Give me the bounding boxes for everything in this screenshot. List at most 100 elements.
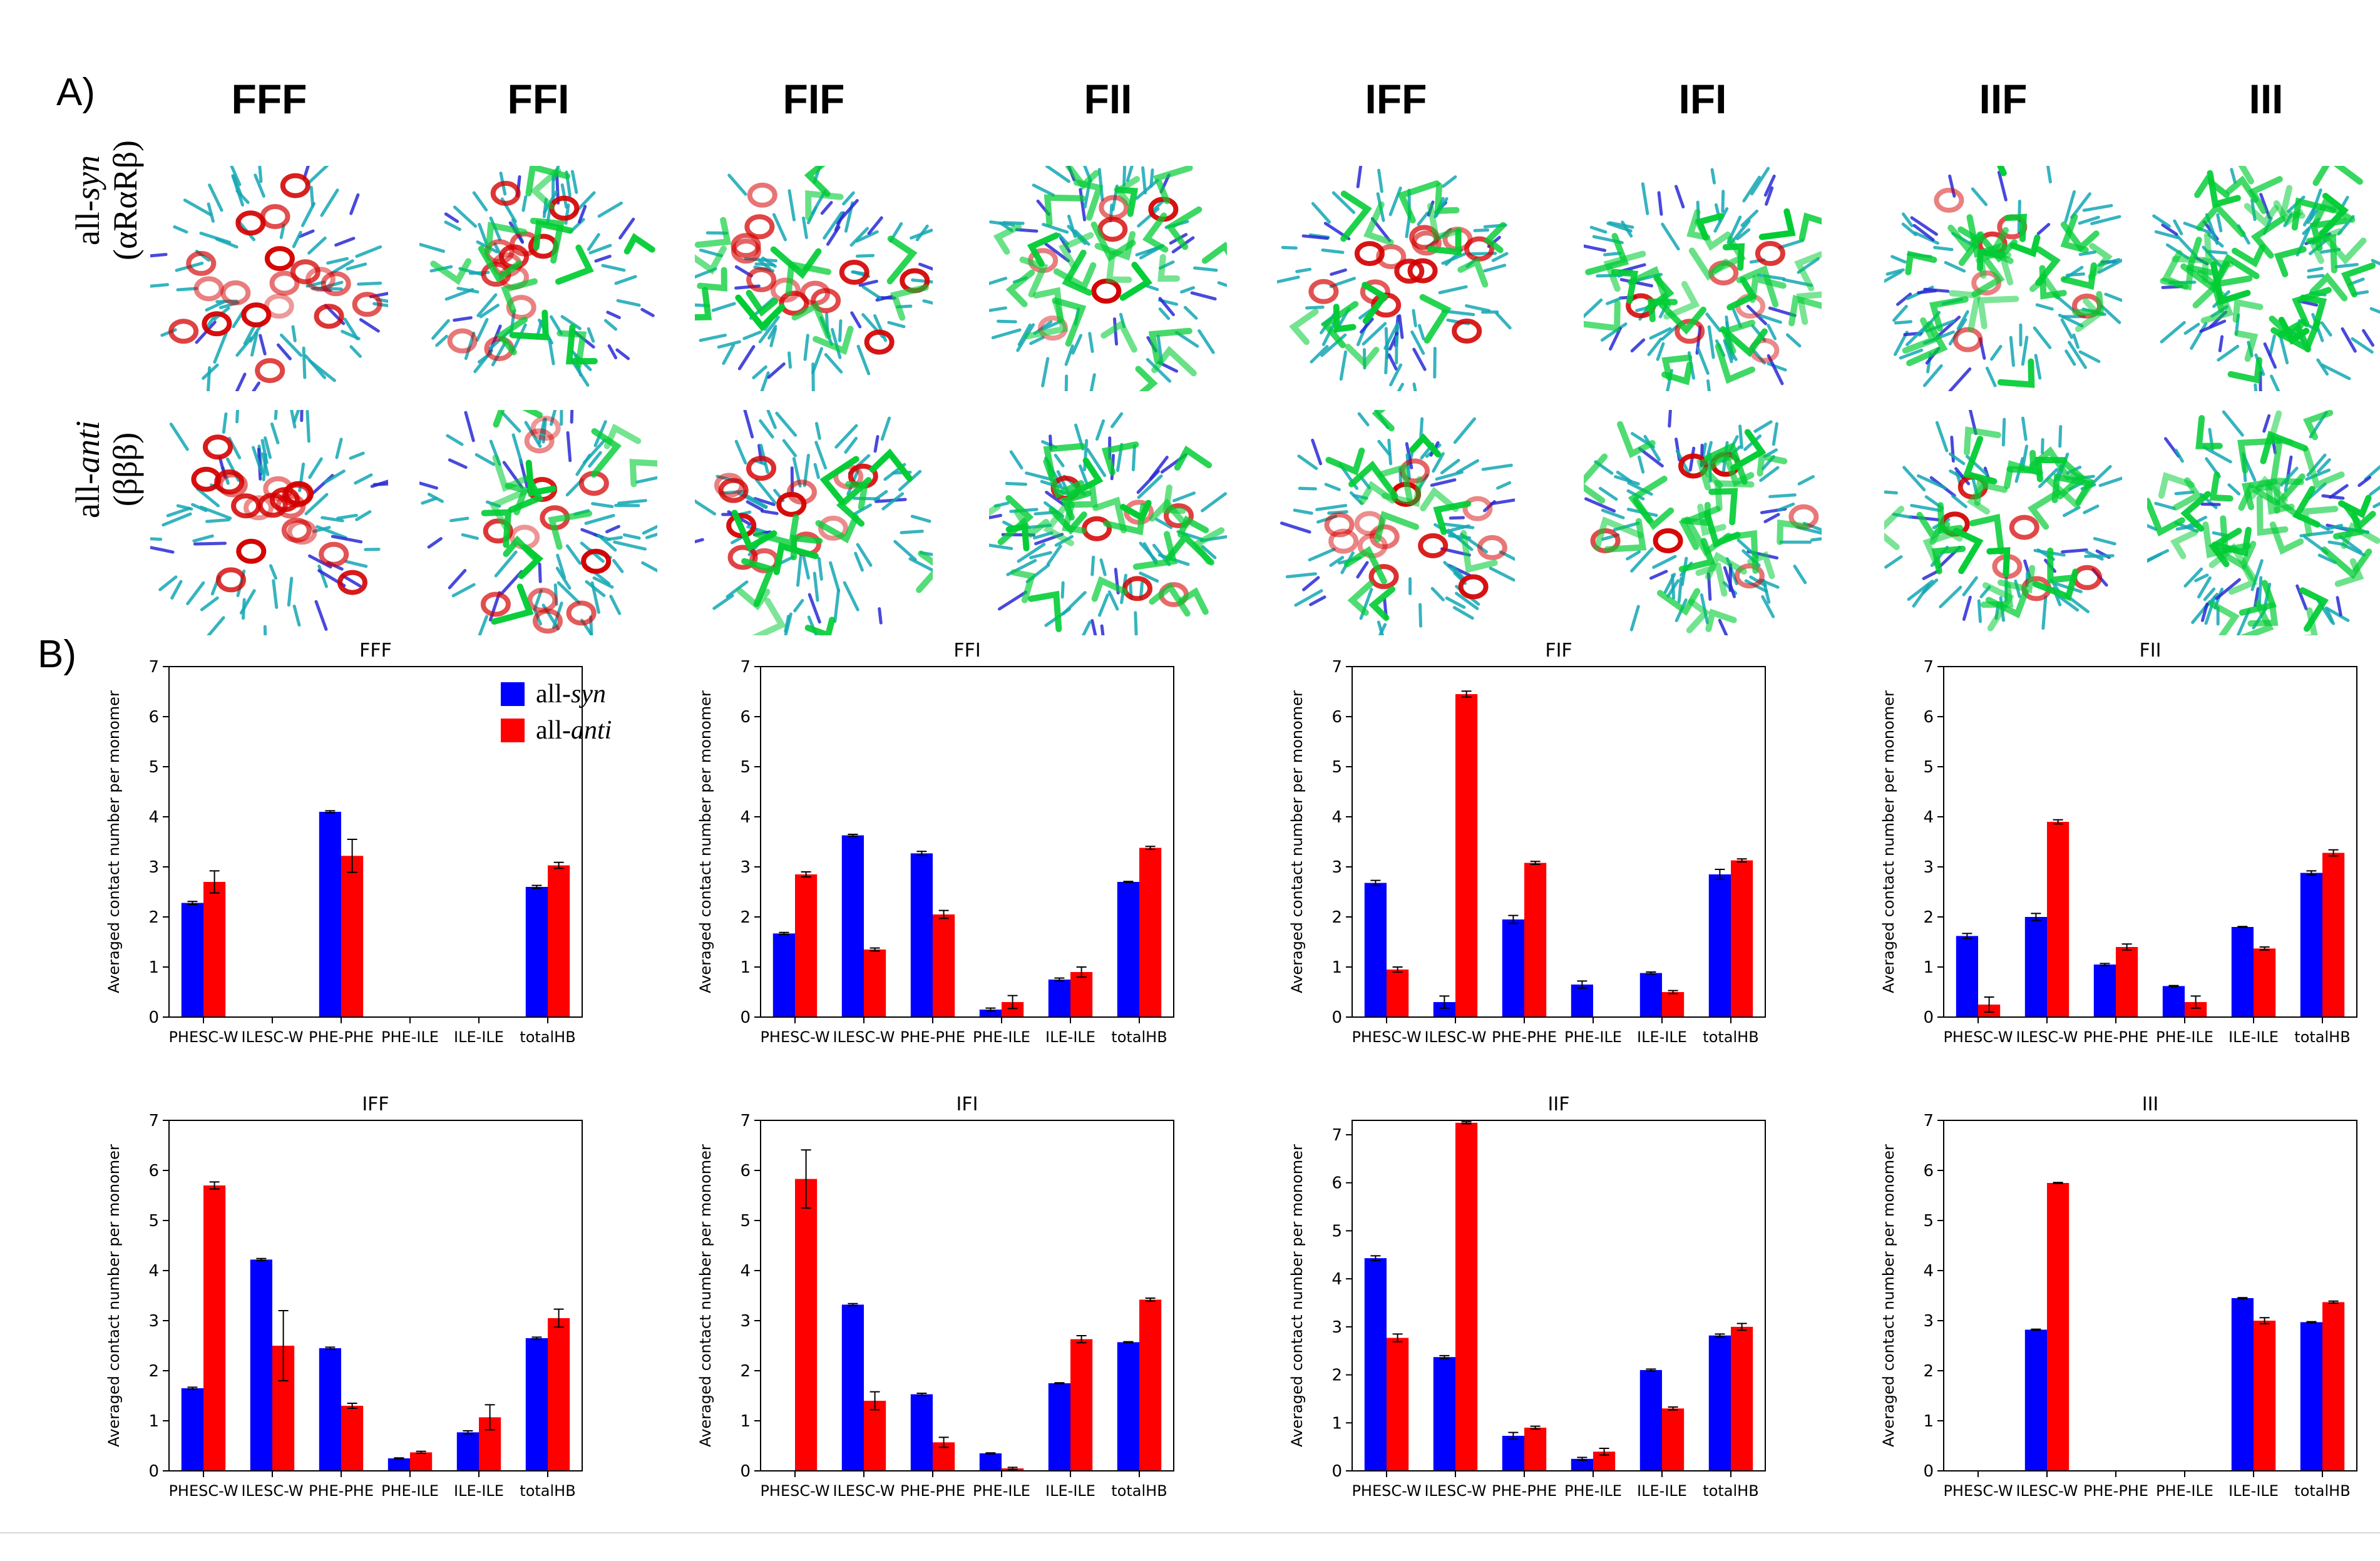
chart-title: IFI [957,1093,978,1115]
y-tick-label: 1 [740,958,751,977]
bar-syn-phe-phe [319,812,341,1017]
y-tick-label: 1 [1331,958,1342,977]
plot-frame [1943,666,2357,1018]
x-tick-label: totalHB [1111,1482,1167,1500]
x-tick-label: ILESC-W [1424,1028,1486,1046]
y-tick-label: 2 [148,908,159,927]
x-tick-label: ILE-ILE [1637,1482,1687,1500]
bar-syn-phesc-w [181,1388,203,1471]
y-tick-label: 6 [148,708,159,727]
bar-syn-totalhb [525,887,548,1017]
structure-image-ifi-all-syn [1584,166,1822,391]
y-tick-label: 1 [148,958,159,977]
structure-image-iff-all-anti [1280,410,1515,635]
y-tick-label: 4 [1923,1262,1934,1281]
y-axis-label: Averaged contact number per monomer [1288,690,1306,993]
y-tick-label: 0 [740,1008,751,1027]
bar-anti-phesc-w [1387,970,1409,1017]
chart-title: III [2142,1093,2159,1115]
y-tick-label: 7 [1331,658,1342,677]
bar-anti-phesc-w [203,1185,226,1471]
y-tick-label: 7 [740,1112,751,1130]
bar-anti-phe-phe [1524,862,1547,1017]
bar-syn-totalhb [2300,873,2322,1017]
legend-swatch-anti [501,719,525,742]
structure-image-iff-all-syn [1277,166,1512,391]
structure-title-fii: FII [1084,76,1132,122]
x-tick-label: ILESC-W [833,1482,895,1500]
bar-syn-phesc-w [1956,936,1978,1017]
plot-frame [168,666,583,1018]
bar-syn-phesc-w [1364,1258,1387,1471]
y-tick-label: 5 [740,758,751,777]
y-tick-label: 7 [1923,1112,1934,1130]
bar-syn-totalhb [1117,1342,1139,1471]
bar-syn-ilesc-w [2024,1329,2047,1471]
structure-image-iif-all-syn [1884,166,2122,391]
plot-frame [1352,1120,1766,1471]
row-label-all-anti: all-anti (βββ) [69,357,144,582]
x-tick-label: PHESC-W [1943,1028,2013,1046]
x-tick-label: PHE-ILE [2156,1028,2213,1046]
bar-anti-ile-ile [2254,948,2276,1017]
y-axis-label: Averaged contact number per monomer [1880,1144,1897,1447]
y-tick-label: 7 [148,658,159,677]
structure-title-fff: FFF [231,76,307,122]
y-tick-label: 0 [1923,1462,1934,1481]
x-tick-label: ILE-ILE [2229,1028,2279,1046]
bar-anti-totalhb [548,1318,570,1471]
x-tick-label: totalHB [520,1482,575,1500]
bar-anti-ile-ile [1070,1339,1093,1471]
y-tick-label: 5 [1923,1212,1934,1231]
structure-image-fif-all-syn [695,166,933,391]
bar-syn-ile-ile [2231,1298,2254,1471]
bar-syn-phe-phe [319,1348,341,1471]
bar-syn-phe-ile [2162,986,2185,1017]
x-tick-label: PHE-ILE [381,1028,439,1046]
bar-syn-totalhb [2300,1322,2322,1471]
bar-anti-ilesc-w [864,949,886,1017]
bar-syn-phe-phe [1502,919,1524,1017]
bar-anti-phe-phe [933,914,955,1017]
y-tick-label: 7 [740,658,751,677]
bar-syn-ilesc-w [841,1304,864,1471]
chart-title: IIF [1548,1093,1570,1115]
legend-syn-prefix: all- [536,680,571,709]
x-tick-label: ILESC-W [833,1028,895,1046]
bar-chart-iif: IIF Averaged contact number per monomer 0 1… [1288,1093,1766,1500]
plot-frame [1352,666,1766,1018]
y-axis-label: Averaged contact number per monomer [105,690,123,993]
y-tick-label: 6 [1923,708,1934,727]
bar-chart-fff: FFF Averaged contact number per monomer 0 1… [105,640,583,1046]
chart-title: FFF [359,640,392,662]
x-tick-label: PHE-ILE [2156,1482,2213,1500]
legend-item-syn: all-syn [501,676,612,712]
bar-anti-ilesc-w [2047,822,2070,1017]
bar-anti-phe-phe [341,856,364,1017]
y-tick-label: 4 [740,808,751,827]
bar-syn-phe-phe [2093,965,2116,1017]
structure-image-ffi-all-syn [419,166,655,387]
structure-image-iii-all-syn [2152,166,2380,391]
x-tick-label: PHESC-W [168,1028,238,1046]
y-tick-label: 3 [1923,1312,1934,1331]
structure-image-ifi-all-anti [1584,410,1822,635]
structure-image-fif-all-anti [695,410,933,635]
y-tick-label: 3 [740,1312,751,1331]
y-tick-label: 0 [1331,1462,1342,1481]
bar-syn-phe-ile [979,1453,1002,1471]
bar-anti-phe-phe [341,1406,364,1471]
row-label-syn-conformation: (αRαRβ) [106,140,144,261]
y-tick-label: 5 [148,1212,159,1231]
y-tick-label: 1 [1331,1414,1342,1433]
y-tick-label: 0 [740,1462,751,1481]
structure-image-iif-all-anti [1884,410,2122,632]
y-tick-label: 2 [1923,1362,1934,1381]
y-tick-label: 7 [148,1112,159,1130]
bar-syn-phe-ile [1571,1458,1593,1471]
legend-item-anti: all-anti [501,712,612,749]
y-tick-label: 0 [148,1462,159,1481]
bar-chart-ifi: IFI Averaged contact number per monomer 0 1… [697,1093,1174,1500]
y-tick-label: 5 [740,1212,751,1231]
y-tick-label: 4 [1923,808,1934,827]
